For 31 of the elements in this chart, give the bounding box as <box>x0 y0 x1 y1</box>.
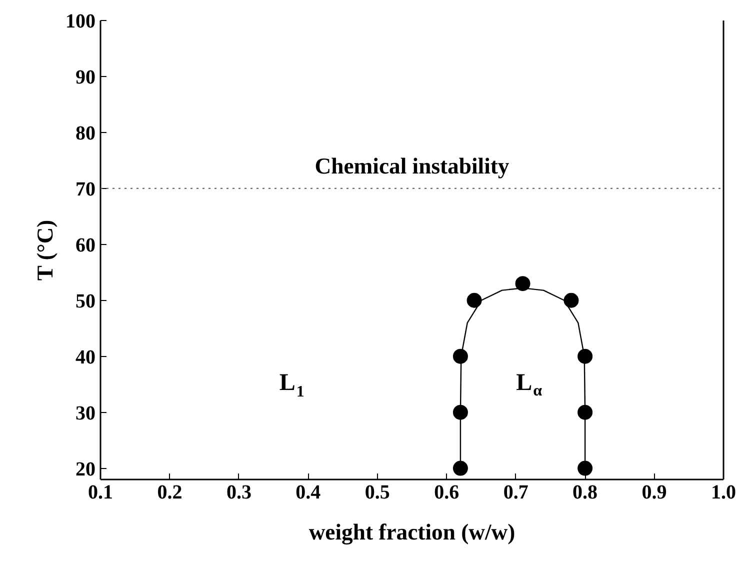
point <box>578 460 593 476</box>
x-tick-label: 0.2 <box>157 482 182 504</box>
y-tick-label: 60 <box>76 234 96 256</box>
x-tick-label: 0.1 <box>88 482 113 504</box>
point <box>564 292 579 308</box>
ref-line-label: Chemical instability <box>314 153 510 178</box>
point <box>578 348 593 364</box>
y-tick-label: 70 <box>76 178 96 200</box>
y-tick-label: 100 <box>66 10 96 32</box>
x-axis-title: weight fraction (w/w) <box>308 520 516 544</box>
x-tick-label: 0.3 <box>226 482 252 504</box>
y-axis-title: T (°C) <box>32 220 58 281</box>
point <box>466 292 482 308</box>
x-tick-label: 0.7 <box>503 482 528 504</box>
x-tick-label: 0.6 <box>434 482 460 504</box>
y-tick-label: 90 <box>76 66 96 88</box>
x-tick-label: 0.5 <box>364 482 390 504</box>
x-tick-label: 1.0 <box>711 482 736 504</box>
point <box>452 404 468 420</box>
y-tick-label: 30 <box>76 402 96 424</box>
y-tick-label: 80 <box>76 122 96 144</box>
y-tick-label: 40 <box>76 346 96 368</box>
point <box>452 348 468 364</box>
x-tick-label: 0.9 <box>642 482 667 504</box>
y-tick-label: 50 <box>76 290 96 312</box>
point <box>515 276 530 292</box>
point <box>452 460 468 476</box>
y-tick-label: 20 <box>76 458 96 480</box>
x-tick-label: 0.8 <box>572 482 598 504</box>
x-tick-label: 0.4 <box>296 482 321 504</box>
point <box>578 404 593 420</box>
